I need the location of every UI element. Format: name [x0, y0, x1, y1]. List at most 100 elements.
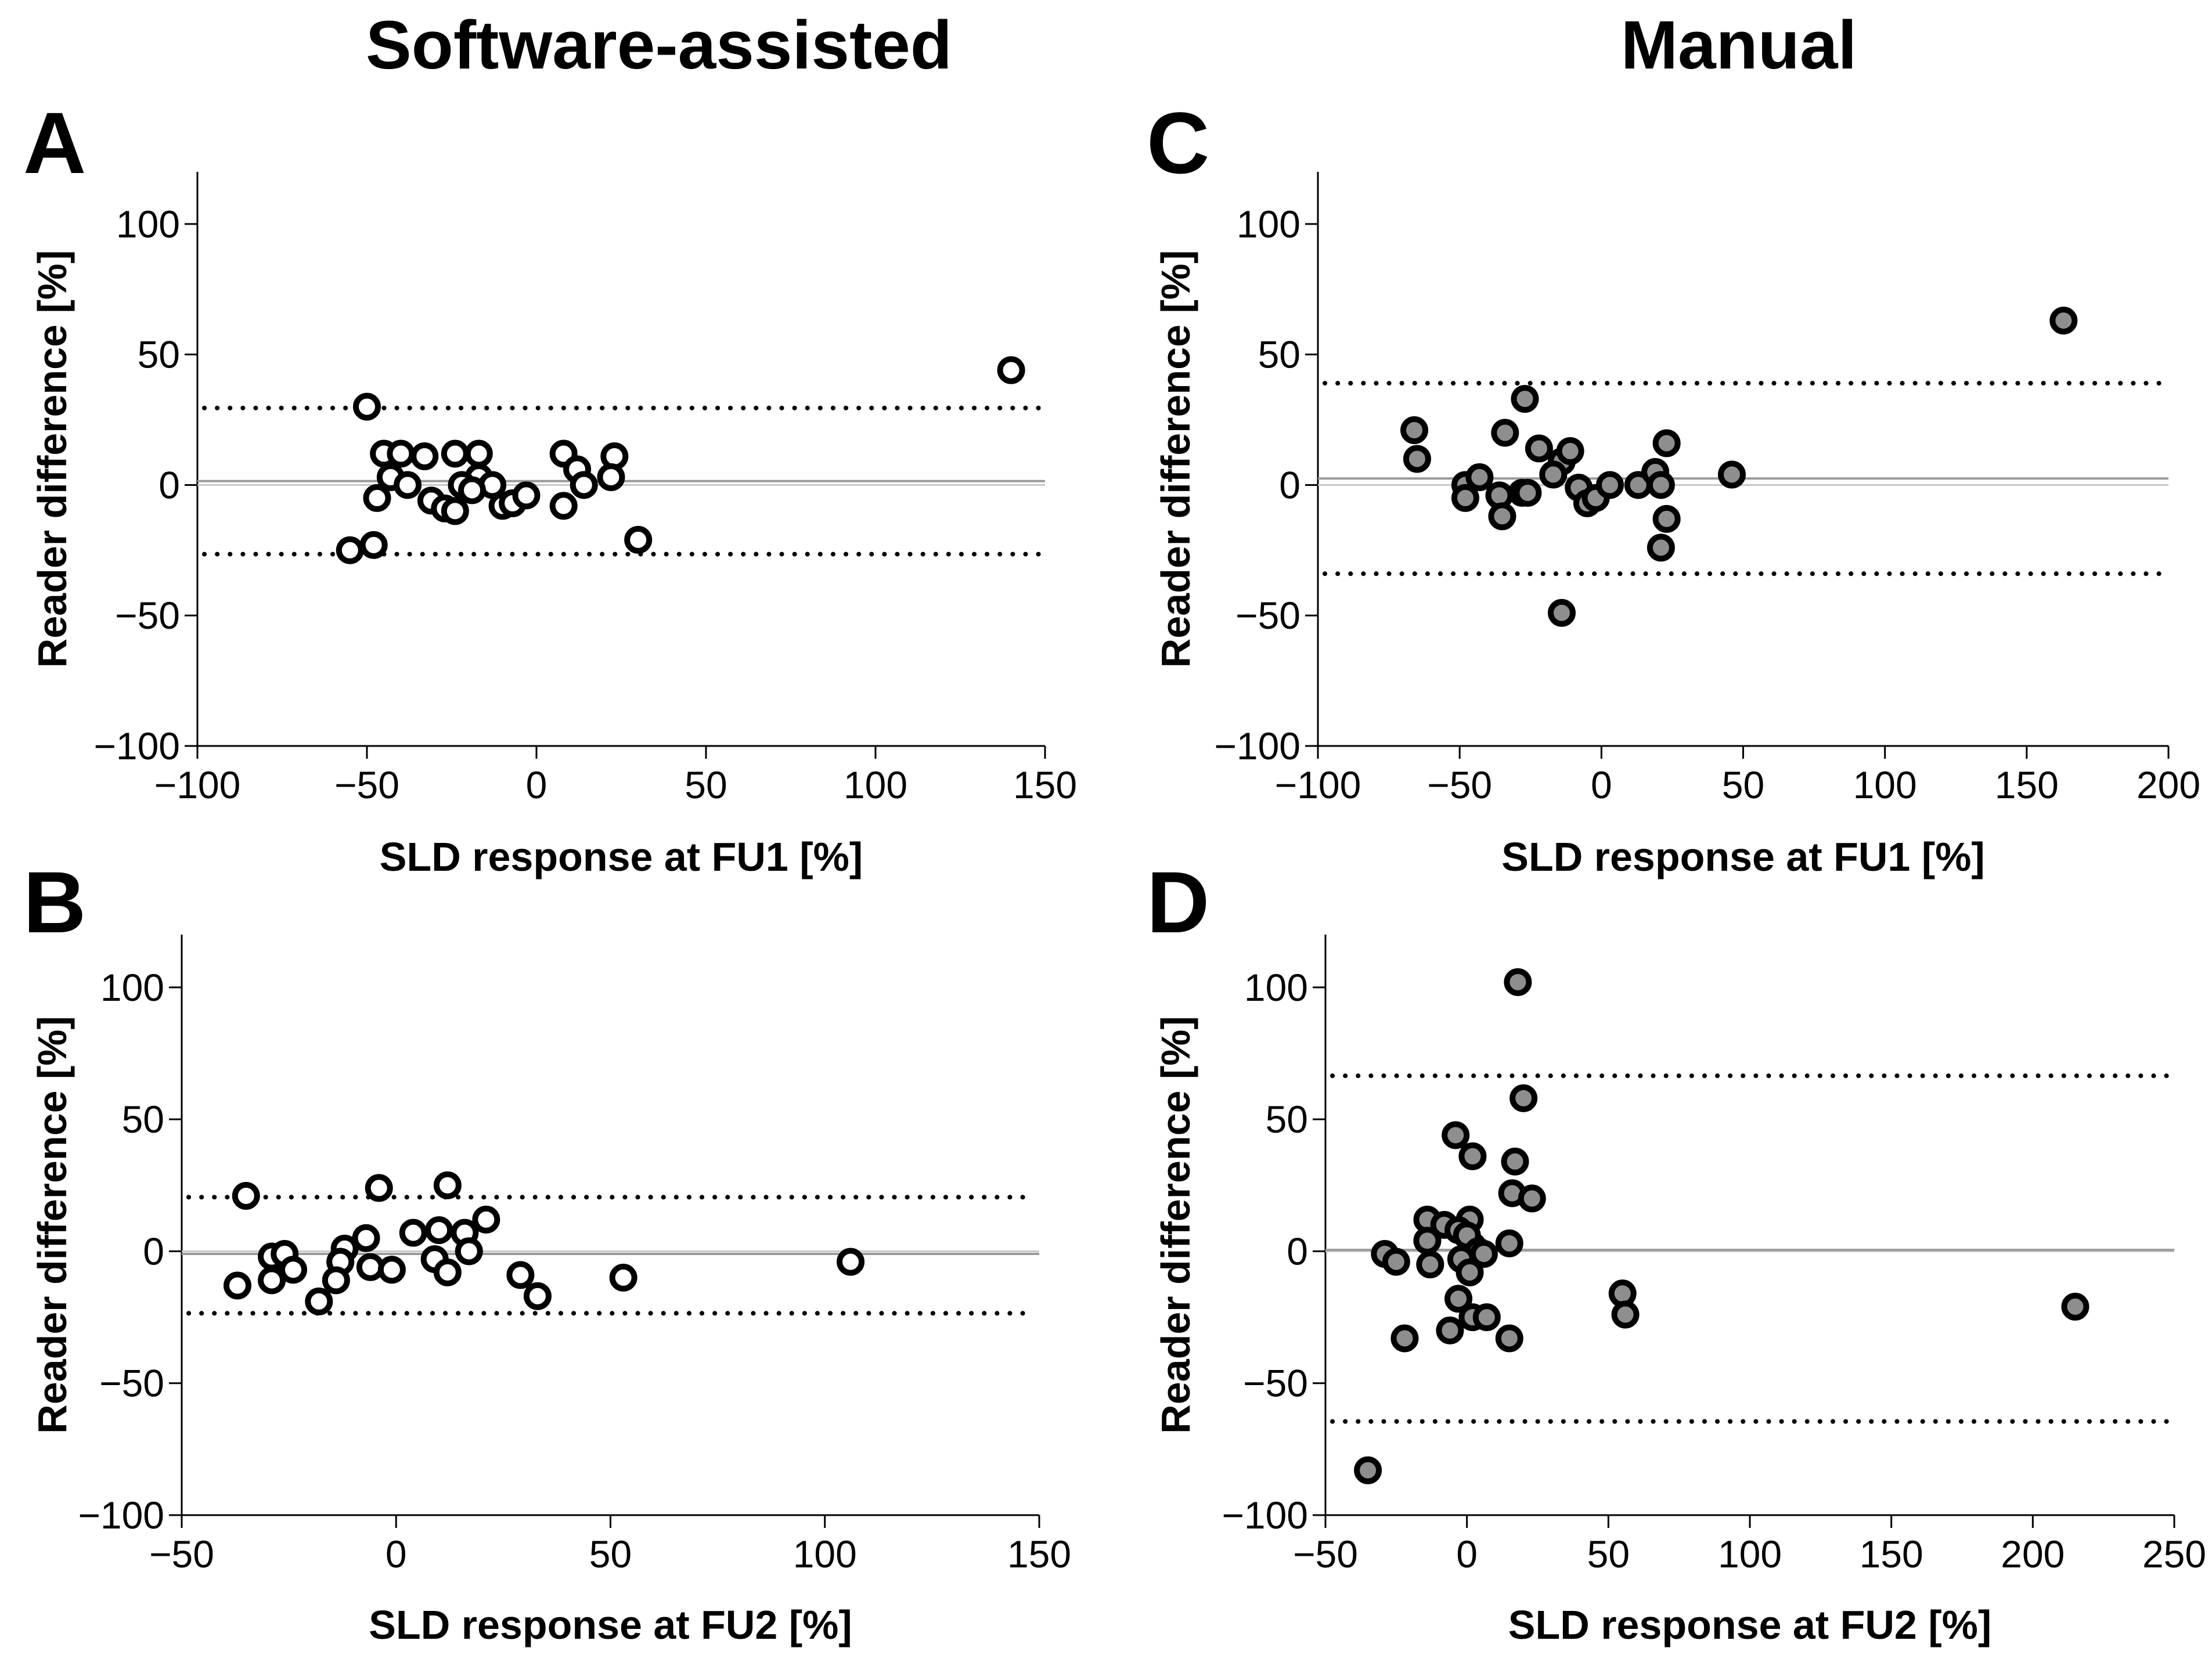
panel-a-y-tick-label: 100 [116, 203, 180, 246]
panel-b-data-point [609, 1263, 637, 1292]
panel-d-data-point [1472, 1303, 1501, 1332]
panel-a-data-point [394, 471, 422, 499]
panel-c-data-point [1400, 416, 1429, 445]
panel-c-data-point [1717, 460, 1746, 489]
panel-d-x-tick-label: 150 [1860, 1533, 1923, 1576]
panel-a-x-tick-label: 150 [1013, 763, 1077, 806]
panel-a-y-tick-label: −50 [115, 594, 180, 637]
panel-a-data-point [359, 531, 388, 559]
panel-b-data-point [377, 1256, 406, 1284]
panel-a-x-tick-label: 100 [844, 763, 907, 806]
panel-c-data-point [1547, 599, 1576, 627]
panel-a-x-axis-label: SLD response at FU1 [%] [380, 834, 863, 879]
panel-c-data-point [1647, 533, 1675, 562]
panel-d-data-point [1390, 1324, 1419, 1353]
panel-d-y-axis-label: Reader difference [%] [1153, 1016, 1198, 1434]
panel-c-data-point [1647, 471, 1675, 499]
panel-d-y-tick-label: −100 [1222, 1494, 1308, 1537]
panel-b-data-point [433, 1171, 462, 1199]
panel-c-y-tick-label: −100 [1214, 724, 1300, 767]
panel-c-data-point [1403, 445, 1431, 473]
panel-b-x-tick-label: 0 [386, 1533, 407, 1576]
panel-d-data-point [1458, 1142, 1487, 1170]
panel-b-data-point [322, 1266, 350, 1295]
panel-a-data-point [464, 439, 493, 468]
panel-a-data-point [387, 439, 415, 468]
panel-c-x-tick-label: −50 [1427, 763, 1492, 806]
panel-a-data-point [549, 492, 578, 520]
column-title-manual: Manual [1621, 7, 1857, 84]
panel-d-y-tick-label: 100 [1244, 966, 1308, 1009]
panel-a-data-point [624, 525, 653, 554]
panel-a-data-point [570, 471, 598, 499]
panel-b-letter: B [23, 853, 86, 951]
panel-b-data-point [425, 1216, 453, 1245]
panel-c-data-point [1539, 460, 1568, 489]
panel-b-data-point [455, 1237, 483, 1266]
panel-b-y-tick-label: 0 [143, 1230, 164, 1272]
panel-a-y-axis-label: Reader difference [%] [30, 250, 75, 668]
panel-a-x-tick-label: 50 [685, 763, 727, 806]
panel-a-data-point [458, 476, 487, 504]
panel-a-y-tick-label: −100 [93, 724, 180, 767]
panel-c-x-tick-label: 100 [1853, 763, 1917, 806]
panel-a: A −100 −50 0 50 100 −100 −50 0 50 100 150 SLD respon… [23, 94, 1077, 879]
panel-d-data-point [1456, 1258, 1484, 1286]
panel-c-data-point [1595, 471, 1624, 499]
panel-a-data-point [336, 536, 364, 564]
panel-d-data-point [1436, 1316, 1464, 1344]
panel-d-x-tick-label: 0 [1456, 1533, 1478, 1576]
panel-a-letter: A [23, 94, 86, 192]
panel-b-y-tick-label: 100 [100, 966, 164, 1009]
panel-c-data-point [1652, 429, 1681, 457]
panel-d-x-tick-label: 200 [2001, 1533, 2065, 1576]
panel-a-data-point [512, 481, 541, 510]
panel-c-data-point [1556, 437, 1584, 466]
panel-c-x-tick-label: −100 [1275, 763, 1361, 806]
panel-c-x-tick-label: 150 [1995, 763, 2059, 806]
panel-c-x-tick-label: 200 [2137, 763, 2200, 806]
panel-d-data-point [1518, 1184, 1546, 1213]
panel-b-data-point [433, 1258, 462, 1286]
panel-d-x-axis-label: SLD response at FU2 [%] [1508, 1602, 1991, 1647]
column-title-software-assisted: Software-assisted [366, 7, 952, 84]
panel-c-y-tick-label: −50 [1235, 594, 1300, 637]
panel-c-letter: C [1147, 94, 1209, 192]
panel-a-data-point [997, 356, 1025, 384]
panel-d-x-tick-label: 250 [2142, 1533, 2206, 1576]
panel-b-y-tick-label: 50 [122, 1098, 164, 1141]
panel-b-data-point [365, 1174, 393, 1202]
panel-c-y-tick-label: 0 [1279, 463, 1300, 506]
panel-b-data-point [305, 1287, 333, 1315]
panel-d-data-point [2061, 1292, 2089, 1321]
panel-d-y-tick-label: −50 [1243, 1362, 1308, 1405]
panel-d-x-tick-label: 50 [1587, 1533, 1630, 1576]
panel-d-data-point [1495, 1324, 1523, 1353]
panel-d-data-point [1611, 1300, 1640, 1329]
panel-d-data-point [1504, 968, 1532, 996]
panel-a-y-tick-label: 0 [158, 463, 180, 506]
panel-d-y-tick-label: 0 [1287, 1230, 1308, 1272]
panel-b-data-point [506, 1261, 535, 1289]
panel-a-x-tick-label: −50 [334, 763, 399, 806]
panel-d-data-point [1382, 1248, 1410, 1276]
panel-b-x-tick-label: 150 [1007, 1533, 1071, 1576]
panel-d-y-tick-label: 50 [1266, 1098, 1308, 1141]
panel-b-data-point [472, 1205, 500, 1234]
panel-c-data-point [1652, 504, 1681, 533]
panel-b-x-tick-label: 100 [793, 1533, 857, 1576]
panel-a-data-point [363, 484, 391, 512]
panel-c-data-point [1465, 463, 1494, 491]
panel-a-data-point [410, 442, 439, 471]
panel-b-data-point [356, 1253, 384, 1281]
panel-a-data-point [441, 497, 469, 525]
panel-a-data-point [441, 439, 469, 468]
panel-d-letter: D [1147, 853, 1209, 951]
panel-d-data-point [1413, 1227, 1442, 1255]
panel-d-data-point [1510, 1084, 1538, 1112]
panel-d-data-point [1444, 1285, 1473, 1313]
panel-a-x-tick-label: 0 [526, 763, 547, 806]
panel-d-data-point [1501, 1147, 1529, 1176]
panel-a-data-point [353, 392, 381, 421]
